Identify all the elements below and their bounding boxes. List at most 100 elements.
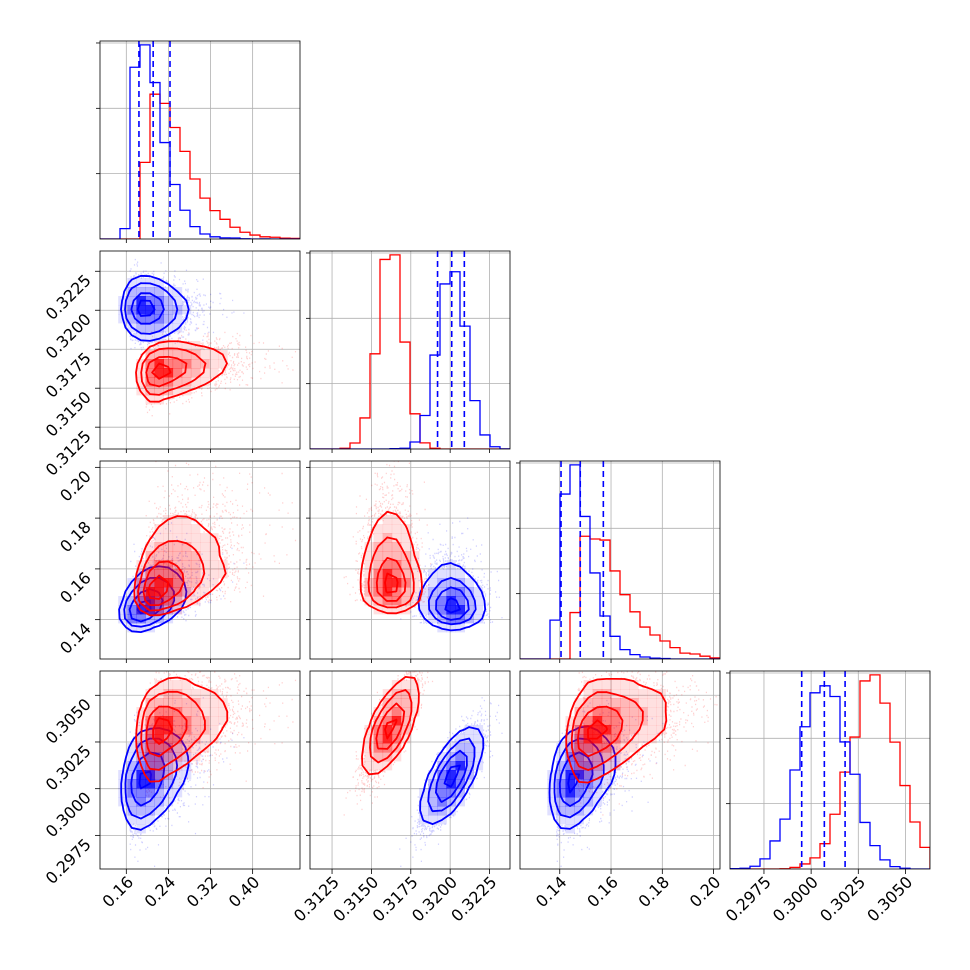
density-cell-series-2	[656, 725, 666, 735]
density-cell-series-2	[400, 689, 411, 699]
density-cell-series-1	[446, 770, 456, 780]
density-cell-series-1	[437, 770, 447, 780]
x-tick-label: 0.3000	[769, 872, 822, 925]
scatter-panel-4-1-bg	[100, 671, 300, 869]
density-cell-series-2	[145, 761, 155, 771]
density-cell-series-2	[565, 716, 575, 726]
density-cell-series-2	[209, 350, 219, 360]
density-cell-series-2	[400, 560, 411, 570]
density-cell-series-1	[464, 761, 474, 771]
density-cell-series-2	[410, 689, 420, 699]
density-cell-series-2	[382, 515, 393, 525]
density-cell-series-2	[181, 734, 192, 744]
density-cell-series-2	[391, 542, 402, 552]
density-cell-series-1	[127, 815, 137, 825]
density-cell-series-1	[464, 587, 474, 597]
density-cell-series-2	[209, 368, 219, 378]
density-cell-series-1	[136, 623, 146, 633]
density-cell-series-1	[565, 734, 575, 744]
density-cell-series-2	[200, 578, 210, 588]
density-cell-series-1	[127, 605, 137, 615]
density-cell-series-1	[163, 323, 174, 333]
contour-level-1-series-2	[147, 574, 170, 600]
density-cell-series-1	[136, 287, 146, 297]
density-cell-series-2	[181, 386, 192, 396]
density-cell-series-2	[145, 716, 155, 726]
density-cell-series-2	[200, 533, 210, 543]
density-cell-series-2	[190, 707, 201, 717]
density-cell-series-2	[574, 734, 584, 744]
density-cell-series-2	[373, 524, 384, 534]
x-tick-label: 0.16	[99, 872, 138, 911]
density-cell-series-1	[428, 815, 438, 825]
density-cell-series-1	[437, 578, 447, 588]
density-cell-series-1	[127, 761, 137, 771]
density-cell-series-2	[629, 707, 639, 717]
density-cell-series-2	[364, 752, 374, 762]
density-cell-series-2	[373, 716, 384, 726]
x-tick-label: 0.16	[583, 872, 622, 911]
density-cell-series-2	[592, 770, 603, 780]
hist-panel-3-bg	[520, 461, 720, 659]
density-cell-series-2	[629, 698, 639, 708]
density-cell-series-2	[391, 605, 402, 615]
density-cell-series-1	[473, 614, 484, 624]
density-cell-series-2	[400, 716, 411, 726]
density-cell-series-1	[473, 605, 484, 615]
density-cell-series-2	[172, 524, 183, 534]
density-cell-series-2	[163, 725, 174, 735]
density-cell-series-2	[200, 551, 210, 561]
density-cell-series-1	[172, 779, 183, 789]
density-cell-series-1	[136, 323, 146, 333]
density-cell-series-2	[163, 605, 174, 615]
density-cell-series-2	[154, 386, 164, 396]
contour-level-4-series-2	[361, 676, 420, 776]
density-cell-series-2	[400, 533, 411, 543]
density-cell-series-2	[601, 707, 612, 717]
density-cell-series-1	[437, 569, 447, 579]
hist-panel-4	[726, 670, 931, 870]
density-cell-series-1	[574, 779, 584, 789]
density-cell-series-2	[163, 533, 174, 543]
density-cell-series-1	[574, 788, 584, 798]
density-cell-series-2	[154, 743, 164, 753]
density-cell-series-1	[136, 815, 146, 825]
density-cell-series-2	[163, 698, 174, 708]
density-cell-series-1	[136, 806, 146, 816]
contour-level-1-series-1	[136, 299, 156, 317]
hist-panel-3	[516, 460, 721, 660]
density-cell-series-2	[583, 680, 594, 690]
density-cell-series-2	[163, 587, 174, 597]
density-cell-series-1	[446, 605, 456, 615]
density-cell-series-2	[391, 533, 402, 543]
density-cell-series-1	[455, 770, 465, 780]
density-cell-series-2	[190, 716, 201, 726]
density-cell-series-2	[163, 752, 174, 762]
scatter-panel-3-2	[309, 460, 511, 660]
density-cell-series-1	[145, 815, 155, 825]
axes-frame	[729, 670, 931, 870]
density-cell-series-2	[154, 698, 164, 708]
density-cell-series-1	[154, 806, 164, 816]
axes-frame	[309, 250, 511, 450]
density-cell-series-1	[437, 788, 447, 798]
density-cell-series-2	[601, 716, 612, 726]
y-tick-label: 0.18	[56, 518, 95, 557]
density-cell-series-2	[400, 707, 411, 717]
density-cell-series-2	[565, 752, 575, 762]
contour-level-4-series-2	[359, 510, 423, 615]
density-cell-series-2	[181, 707, 192, 717]
density-cell-series-1	[556, 815, 566, 825]
density-cell-series-1	[464, 779, 474, 789]
density-cell-series-1	[163, 314, 174, 324]
density-cell-series-2	[592, 707, 603, 717]
density-cell-series-2	[200, 587, 210, 597]
density-cell-series-2	[154, 395, 164, 405]
contour-level-3-series-2	[137, 540, 206, 612]
density-cell-series-1	[127, 806, 137, 816]
density-cell-series-1	[163, 305, 174, 315]
density-cell-series-1	[118, 305, 128, 315]
density-cell-series-2	[181, 578, 192, 588]
density-cell-series-2	[574, 698, 584, 708]
density-cell-series-1	[163, 614, 174, 624]
